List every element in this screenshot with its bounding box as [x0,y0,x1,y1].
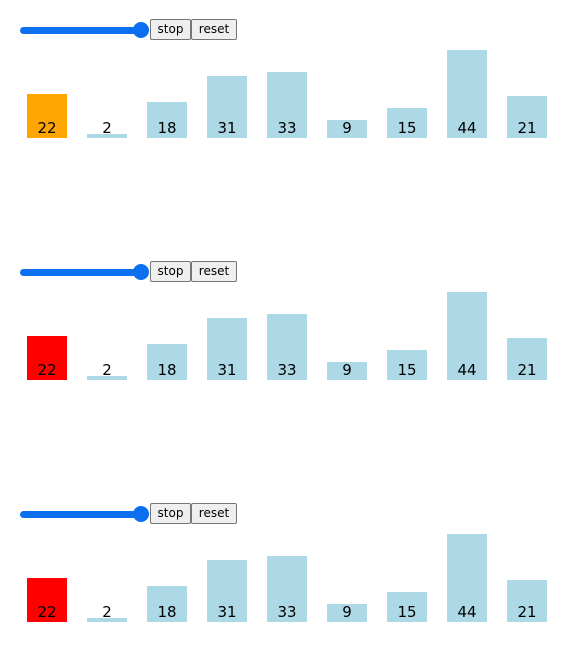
bar-value-label: 9 [342,119,352,137]
bar-value-label: 33 [277,119,297,137]
sort-panel-3: stop reset 22 2 18 31 33 9 15 44 21 [0,484,571,622]
sort-panel-2: stop reset 22 2 18 31 33 9 15 44 21 [0,242,571,380]
speed-slider[interactable] [20,504,149,526]
speed-slider[interactable] [20,20,149,42]
bar-value-label: 22 [37,119,57,137]
bar [447,292,487,380]
bar-value-label: 15 [397,361,417,379]
bar-value-label: 22 [37,603,57,621]
bar [447,50,487,138]
bar [387,592,427,622]
bar-chart: 22 2 18 31 33 9 15 44 21 [0,0,571,138]
bar [327,120,367,138]
bar-value-label: 9 [342,361,352,379]
bar [327,362,367,380]
bar [207,318,247,380]
bar-value-label: 9 [342,603,352,621]
bar-value-label: 33 [277,603,297,621]
bar-value-label: 44 [457,603,477,621]
bar-value-label: 18 [157,361,177,379]
bar [87,134,127,138]
bar-value-label: 31 [217,361,237,379]
slider-track[interactable] [20,511,146,518]
stop-button[interactable]: stop [150,261,191,282]
slider-track[interactable] [20,269,146,276]
sort-panel-1: stop reset 22 2 18 31 33 9 15 44 21 [0,0,571,138]
bar [327,604,367,622]
stop-button[interactable]: stop [150,503,191,524]
slider-thumb[interactable] [133,22,149,38]
stop-button[interactable]: stop [150,19,191,40]
reset-button[interactable]: reset [191,19,237,40]
bar-value-label: 18 [157,603,177,621]
reset-button[interactable]: reset [191,503,237,524]
bar-value-label: 31 [217,603,237,621]
bar [267,314,307,380]
bar-value-label: 44 [457,119,477,137]
bar-value-label: 21 [517,603,537,621]
bar [147,102,187,138]
bar [267,556,307,622]
bar-value-label: 33 [277,361,297,379]
bar [207,560,247,622]
bar [27,336,67,380]
bar-value-label: 15 [397,119,417,137]
bar [267,72,307,138]
bar-value-label: 31 [217,119,237,137]
bar [147,586,187,622]
bar [447,534,487,622]
bar [207,76,247,138]
slider-track[interactable] [20,27,146,34]
bar [387,108,427,138]
reset-button[interactable]: reset [191,261,237,282]
bar [87,618,127,622]
bar-value-label: 44 [457,361,477,379]
bar [507,96,547,138]
bar [87,376,127,380]
bar-value-label: 15 [397,603,417,621]
bar [27,578,67,622]
slider-thumb[interactable] [133,264,149,280]
bar-value-label: 18 [157,119,177,137]
bar [387,350,427,380]
bar-value-label: 2 [102,603,112,621]
bar-value-label: 21 [517,361,537,379]
bar [507,338,547,380]
bar-value-label: 21 [517,119,537,137]
speed-slider[interactable] [20,262,149,284]
bar [507,580,547,622]
bar-value-label: 2 [102,119,112,137]
bar-chart: 22 2 18 31 33 9 15 44 21 [0,242,571,380]
bar [147,344,187,380]
bar-chart: 22 2 18 31 33 9 15 44 21 [0,484,571,622]
bar-value-label: 2 [102,361,112,379]
bar-value-label: 22 [37,361,57,379]
bar [27,94,67,138]
slider-thumb[interactable] [133,506,149,522]
